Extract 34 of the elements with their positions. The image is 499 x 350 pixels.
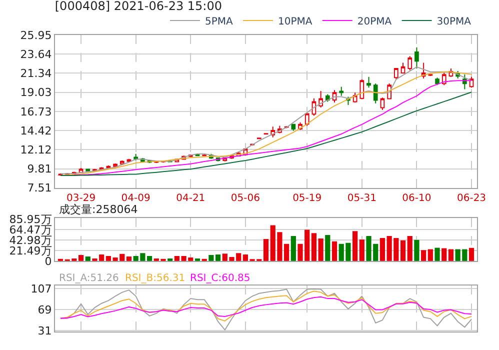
y-tick-label: 23.64	[20, 48, 52, 61]
y-tick-label: 14.42	[20, 124, 52, 138]
y-tick-label: 69	[38, 303, 52, 316]
y-tick-label: 19.03	[20, 86, 52, 100]
y-tick-label: 16.73	[20, 105, 52, 118]
legend-label: 10PMA	[278, 16, 312, 28]
y-tick-label: 12.12	[20, 143, 52, 156]
y-tick-label: 7.51	[27, 182, 52, 195]
x-tick-label: 06-23	[456, 192, 486, 204]
y-tick-label: 64.47万	[9, 223, 52, 236]
x-tick-label: 05-06	[230, 192, 260, 204]
y-tick-label: 21.34	[20, 67, 52, 80]
chart-title: [000408] 2021-06-23 15:00	[54, 0, 222, 14]
x-tick-label: 03-29	[66, 192, 96, 204]
x-tick-label: 04-09	[121, 192, 150, 204]
x-tick-label: 05-19	[292, 192, 322, 204]
x-tick-label: 05-31	[347, 192, 376, 204]
y-tick-label: 21.49万	[9, 244, 52, 258]
text: RSI_C:60.85	[190, 273, 250, 284]
x-tick-label: 06-10	[402, 192, 432, 204]
y-tick-label: 31	[38, 324, 52, 338]
y-tick-label: 9.81	[27, 162, 52, 176]
y-tick-label: 0	[44, 254, 52, 268]
y-tick-label: 42.98万	[9, 234, 52, 247]
y-tick-label: 85.95万	[9, 212, 52, 226]
y-tick-label: 25.95	[20, 28, 52, 42]
legend-label: 20PMA	[357, 16, 392, 28]
y-tick-label: 107	[30, 282, 52, 296]
x-tick-label: 04-21	[176, 192, 206, 204]
legend-label: 30PMA	[436, 16, 472, 28]
series-label: RSI_A:51.26	[59, 273, 119, 284]
legend-label: 5PMA	[205, 16, 234, 28]
series-label: RSI_B:56.31	[125, 273, 186, 284]
text: 成交量:258064	[59, 203, 138, 216]
